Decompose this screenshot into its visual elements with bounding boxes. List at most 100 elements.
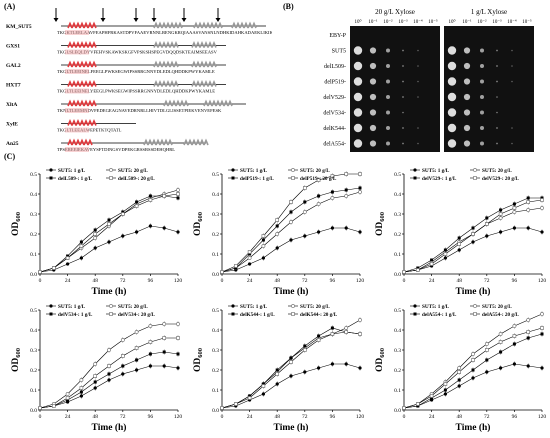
helix-segment (207, 41, 213, 48)
data-point (275, 218, 280, 222)
dilution-label: 10⁻⁴ (507, 19, 517, 25)
sequence-text: TKGLSLEQLDYVFEHVSKAWKSKGFVPSKSHSPEGVDQQD… (57, 50, 218, 55)
data-point (79, 240, 83, 244)
helix-segment (165, 60, 171, 68)
data-point (51, 404, 56, 408)
y-axis-label-subscript: 600 (379, 348, 386, 358)
highlight-region (65, 49, 89, 55)
helix-segment (83, 138, 89, 146)
colony-spot (417, 142, 419, 145)
helix-segment (91, 80, 97, 87)
helix-segment (67, 41, 73, 48)
data-point (107, 364, 111, 368)
helix-segment (199, 41, 205, 48)
data-point (512, 342, 516, 346)
x-tick-label: 24 (429, 278, 435, 284)
helix-segment (67, 138, 73, 146)
y-axis-label-subscript: 600 (197, 348, 204, 358)
colony-spot (496, 65, 498, 67)
helix-segment (215, 99, 221, 107)
data-point (66, 254, 70, 258)
colony-spot (369, 109, 377, 116)
data-point (358, 332, 362, 336)
helix-segment (227, 99, 233, 107)
helix-segment (223, 99, 229, 107)
dilution-label: 10⁻² (383, 19, 393, 25)
data-point (107, 348, 111, 352)
legend-label: delV534-: 20 g/L (118, 312, 155, 318)
dilution-label: 10⁻² (477, 19, 487, 25)
y-tick-label: 0.1 (212, 252, 219, 258)
colony-spot (511, 127, 513, 129)
data-point (162, 350, 166, 354)
data-point (275, 224, 279, 228)
data-point (79, 390, 83, 394)
colony-spot (402, 80, 404, 83)
data-point (107, 222, 111, 226)
data-point (65, 256, 70, 260)
data-point (134, 346, 139, 350)
colony-spot (480, 64, 484, 68)
data-point (526, 318, 531, 322)
data-point (457, 370, 462, 374)
sequence-name: GXS1 (6, 44, 20, 50)
data-point (289, 374, 293, 378)
dilution-label: 10⁻⁴ (413, 19, 423, 25)
helix-segment (163, 138, 169, 146)
helix-segment (161, 41, 167, 48)
helix-segment (91, 21, 97, 29)
data-point (248, 252, 252, 256)
colony-spot (402, 127, 404, 129)
colony-spot (447, 46, 457, 55)
colony-spot (417, 96, 419, 98)
data-point (512, 362, 517, 366)
helix-segment (201, 21, 207, 29)
colony-spot (353, 108, 363, 117)
helix-segment (205, 21, 211, 29)
data-point (316, 202, 321, 206)
agar-plate (444, 26, 534, 152)
helix-segment (203, 41, 209, 48)
data-point (275, 382, 279, 386)
legend-marker (291, 312, 295, 316)
helix-segment (87, 138, 93, 146)
x-tick-label: 96 (330, 278, 336, 284)
data-point (247, 250, 252, 254)
data-point (358, 172, 362, 176)
data-point (526, 330, 531, 334)
helix-segment (195, 138, 201, 146)
y-tick-label: 0.0 (394, 272, 401, 278)
data-point (162, 194, 166, 198)
legend-marker (231, 168, 235, 172)
strain-label: EBY-P (329, 33, 346, 39)
helix-segment (199, 60, 205, 68)
y-tick-label: 0.5 (30, 172, 37, 178)
x-tick-label: 96 (330, 414, 336, 420)
data-point (148, 324, 153, 328)
data-point (443, 256, 447, 260)
data-point (443, 392, 447, 396)
helix-segment (187, 138, 193, 146)
helix-segment (75, 138, 81, 146)
x-axis-label: Time (h) (92, 286, 127, 297)
colony-spot (511, 80, 513, 83)
x-axis-label: Time (h) (274, 422, 309, 433)
data-point (162, 364, 166, 368)
data-point (247, 256, 252, 260)
helix-segment (211, 80, 217, 87)
legend-marker (49, 304, 53, 308)
x-tick-label: 120 (538, 278, 547, 284)
y-tick-label: 0.5 (212, 308, 219, 314)
helix-segment (167, 138, 173, 146)
sequence-name: GAL2 (6, 63, 21, 69)
legend-marker (413, 176, 417, 180)
data-point (176, 188, 180, 192)
data-point (261, 256, 265, 260)
legend-label: SUT5: 1 g/L (240, 304, 268, 310)
strain-label: delL509- (324, 64, 346, 70)
helix-segment (161, 60, 167, 68)
growth-curves: 0 24 48 72 96 120 0.0 0.1 0.2 0.3 0.4 0.5 Time (h) OD… (0, 160, 550, 433)
colony-spot (480, 95, 484, 99)
colony-spot (369, 93, 377, 101)
legend-label: SUT5: 1 g/L (422, 304, 450, 310)
